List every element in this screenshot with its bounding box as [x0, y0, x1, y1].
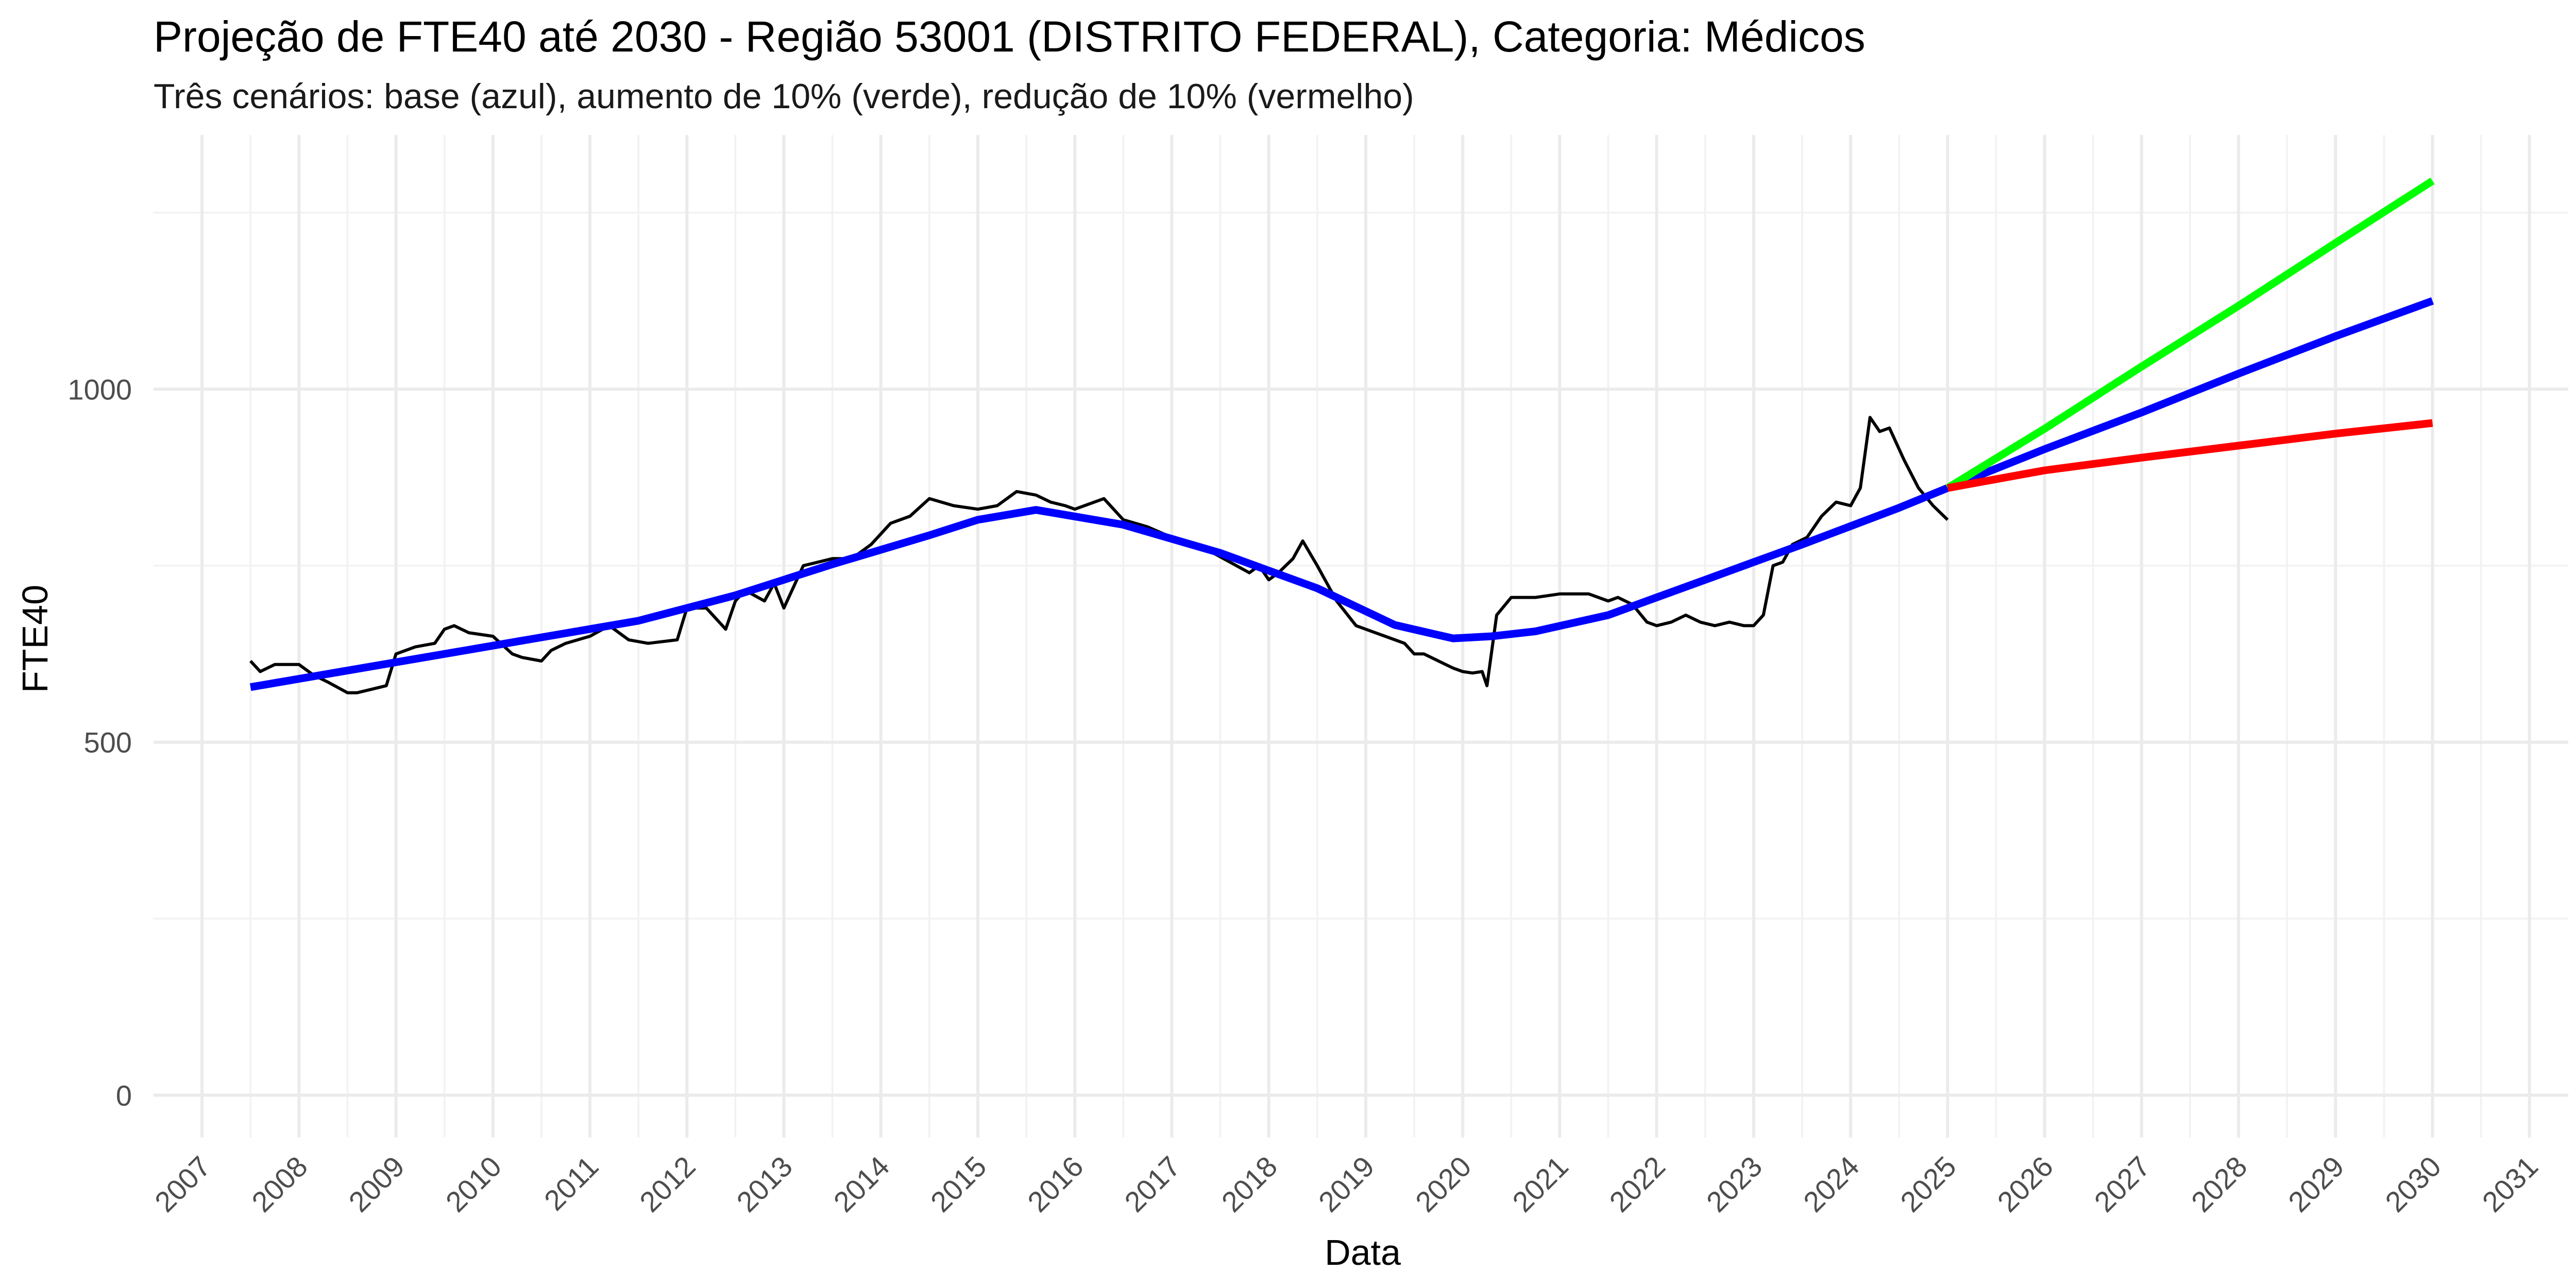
grid	[154, 135, 2568, 1138]
x-tick-label: 2019	[1312, 1150, 1381, 1218]
series-lines	[249, 177, 2435, 694]
x-tick-label: 2008	[245, 1150, 314, 1218]
x-tick-label: 2009	[342, 1150, 411, 1218]
series-line-3	[1946, 419, 2433, 492]
x-tick-label: 2028	[2185, 1150, 2253, 1218]
chart-subtitle: Três cenários: base (azul), aumento de 1…	[154, 77, 1414, 116]
x-tick-label: 2018	[1215, 1150, 1284, 1218]
x-tick-label: 2021	[1506, 1150, 1574, 1218]
y-axis-title: FTE40	[15, 585, 55, 693]
x-tick-label: 2010	[439, 1150, 508, 1218]
x-tick-label: 2025	[1894, 1150, 1962, 1218]
x-tick-label: 2026	[1991, 1150, 2059, 1218]
x-tick-label: 2020	[1409, 1150, 1478, 1218]
x-tick-label: 2029	[2282, 1150, 2350, 1218]
x-tick-label: 2014	[827, 1150, 896, 1218]
series-line-observed	[249, 416, 1949, 694]
y-tick-label: 0	[116, 1079, 132, 1112]
x-tick-label: 2030	[2379, 1150, 2447, 1218]
x-tick-label: 2027	[2088, 1150, 2157, 1218]
x-axis-title: Data	[1325, 1232, 1401, 1273]
x-tick-label: 2022	[1603, 1150, 1671, 1218]
y-tick-label: 1000	[67, 373, 132, 405]
x-tick-label: 2011	[538, 1150, 605, 1217]
chart-title: Projeção de FTE40 até 2030 - Região 5300…	[154, 12, 1866, 61]
series-line-2	[1945, 177, 2435, 492]
x-tick-label: 2017	[1118, 1150, 1187, 1218]
x-tick-label: 2023	[1700, 1150, 1769, 1218]
x-tick-label: 2015	[924, 1150, 993, 1218]
x-tick-label: 2031	[2476, 1150, 2545, 1218]
tick-labels: 0 500 1000 2007 2008 2009 2010 2011 2012 2013 2014…	[67, 373, 2544, 1218]
x-tick-label: 2012	[633, 1150, 702, 1218]
x-tick-label: 2007	[148, 1150, 217, 1218]
y-tick-label: 500	[84, 726, 132, 759]
series-line-1	[249, 297, 2434, 691]
x-tick-label: 2024	[1797, 1150, 1866, 1218]
x-tick-label: 2016	[1021, 1150, 1090, 1218]
x-tick-label: 2013	[730, 1150, 799, 1218]
